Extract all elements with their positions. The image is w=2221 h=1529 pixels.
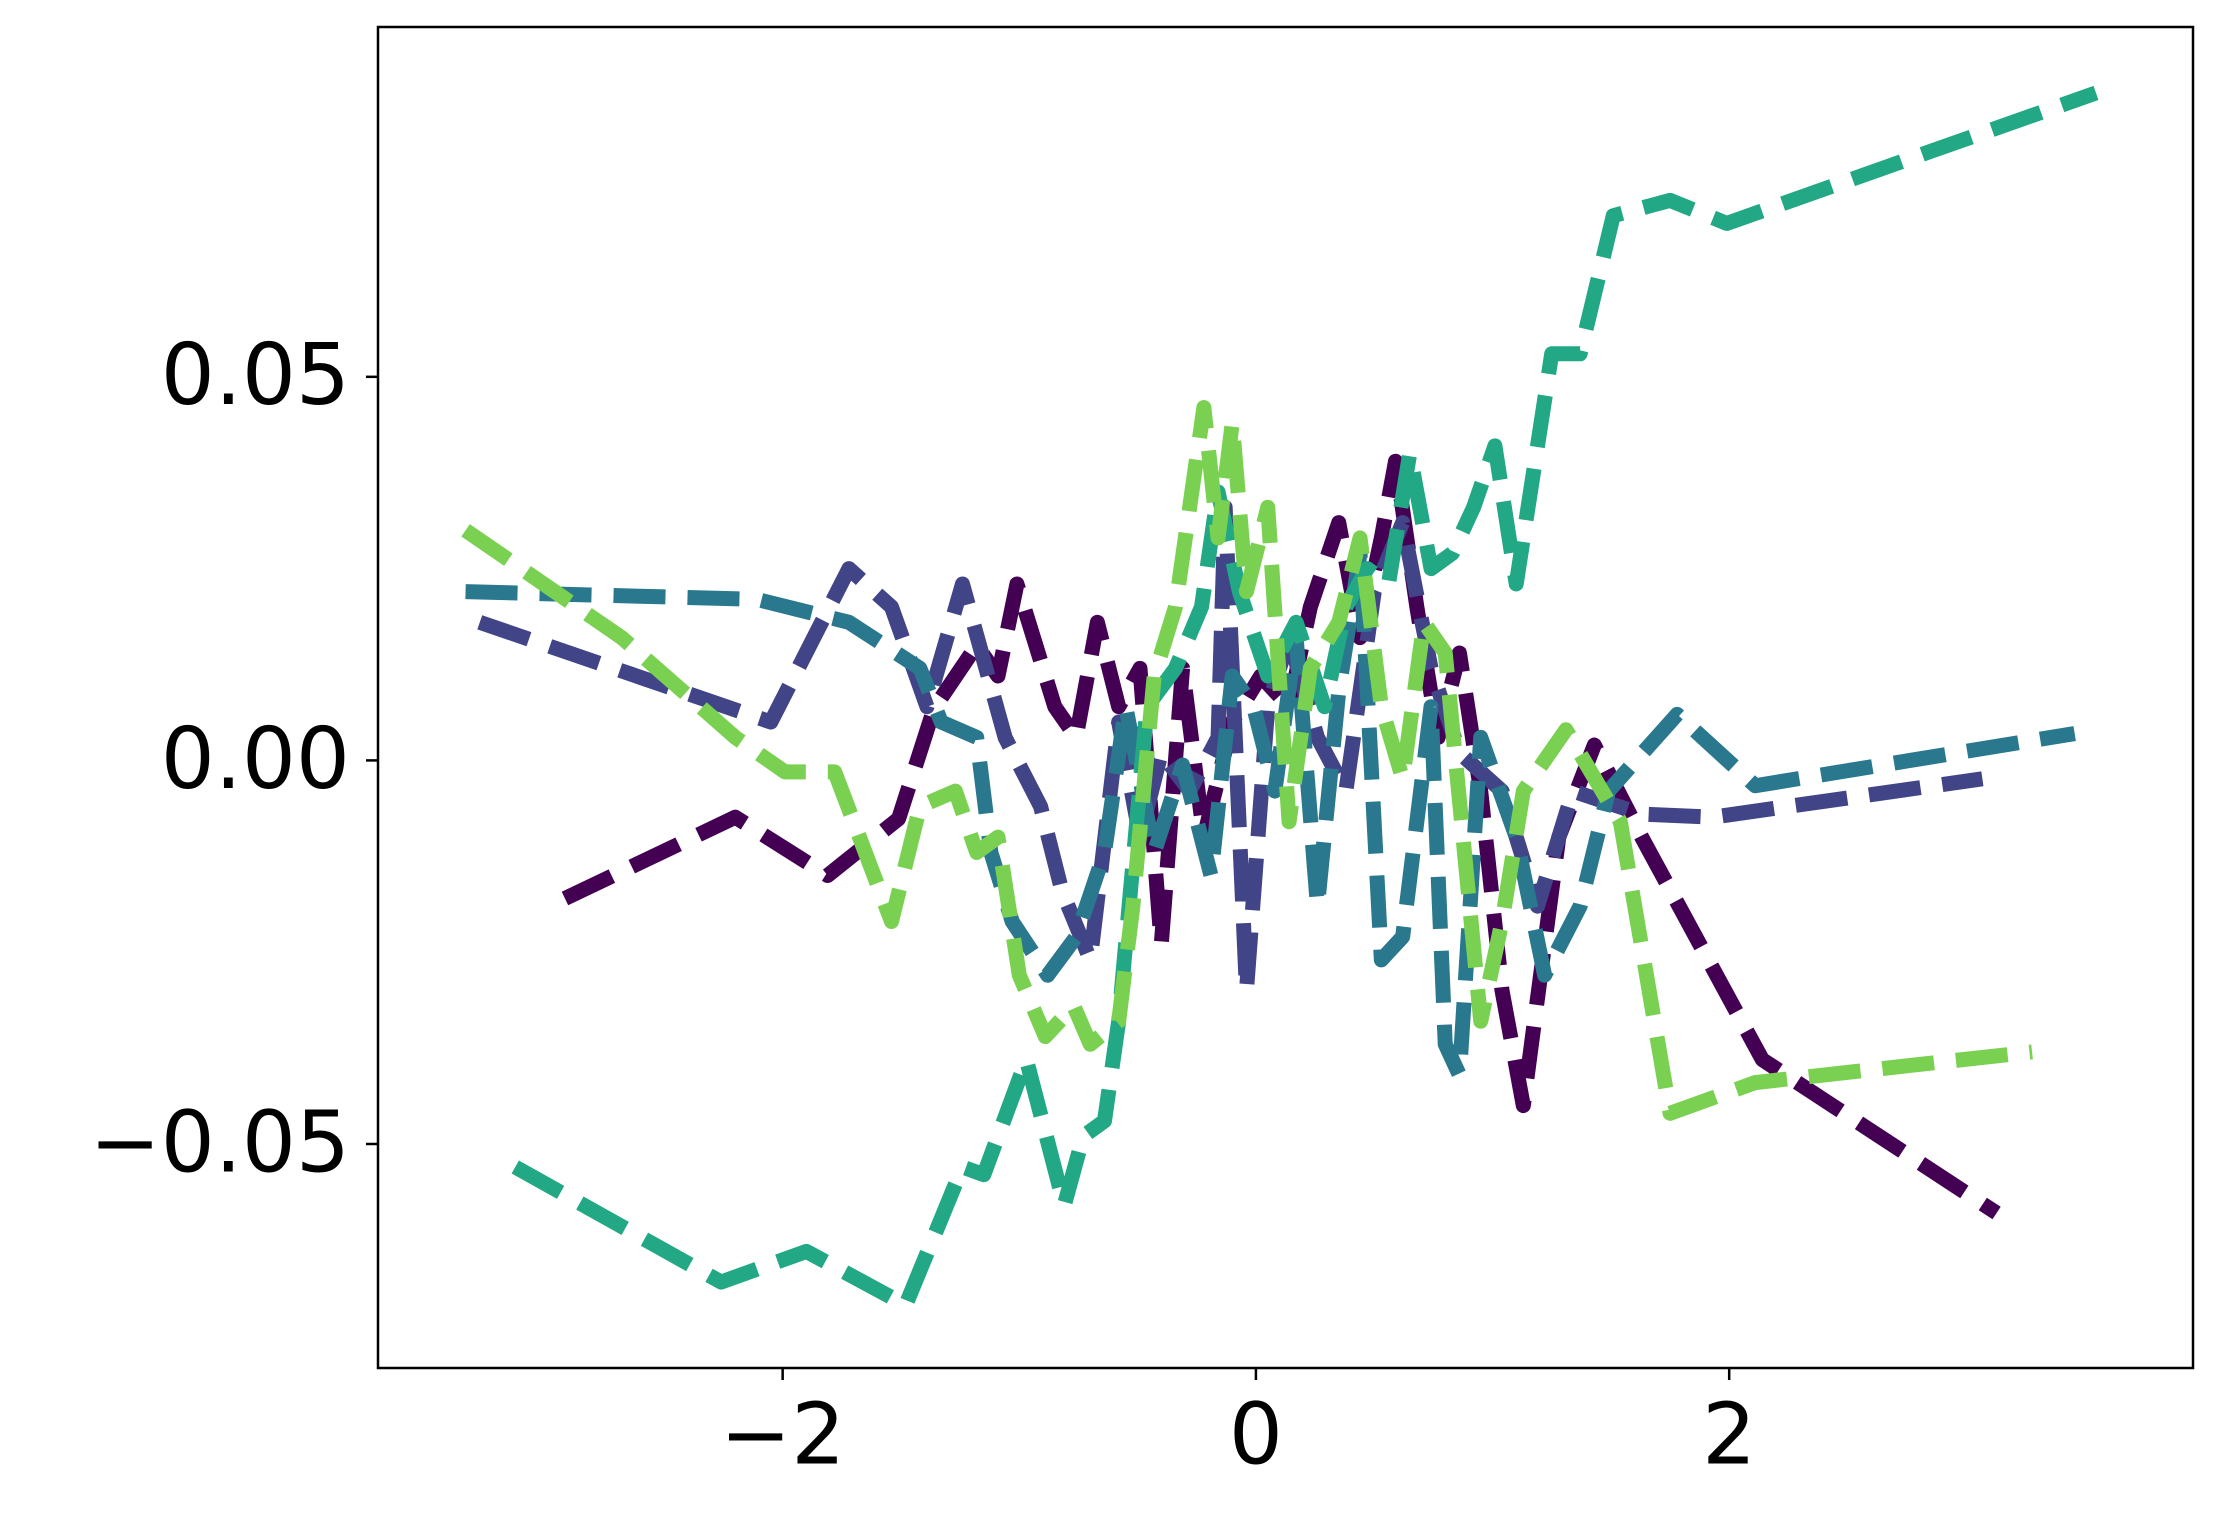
series-line <box>461 400 2033 1121</box>
x-tick-label: −2 <box>720 1385 845 1484</box>
x-tick-label: 0 <box>1229 1385 1283 1484</box>
series-line <box>465 545 2076 1083</box>
y-tick-label: 0.00 <box>161 710 350 809</box>
y-tick-label: −0.05 <box>90 1093 350 1192</box>
x-tick-label: 2 <box>1702 1385 1756 1484</box>
y-tick-label: 0.05 <box>161 326 350 425</box>
